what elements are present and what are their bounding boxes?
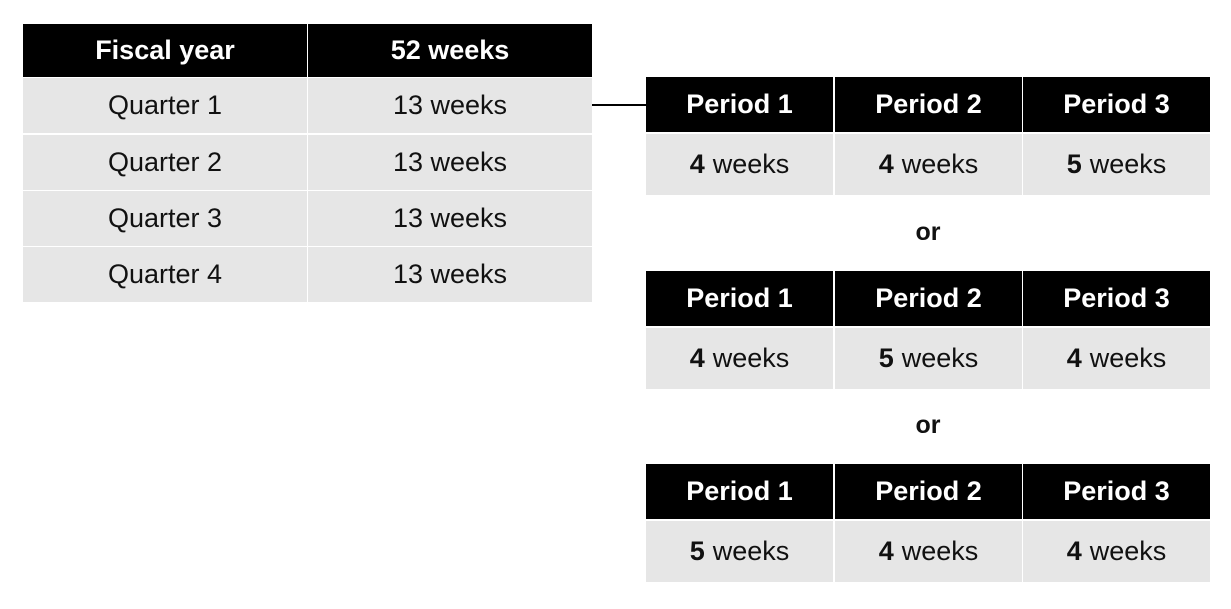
table-cell: 4 weeks (1023, 521, 1210, 582)
week-count: 5 (878, 343, 894, 373)
week-count: 4 (689, 149, 705, 179)
header-cell: Period 1 (646, 77, 833, 132)
unit: weeks (901, 536, 979, 566)
unit: weeks (1089, 343, 1167, 373)
unit: weeks (901, 343, 979, 373)
unit: weeks (712, 343, 790, 373)
table-cell: 4 weeks (835, 134, 1022, 195)
week-count: 4 (689, 343, 705, 373)
unit: weeks (1089, 536, 1167, 566)
table-cell: 4 weeks (646, 328, 833, 389)
table-cell: Quarter 4 (23, 247, 307, 302)
header-cell: Fiscal year (23, 24, 307, 77)
header-cell: 52 weeks (308, 24, 592, 77)
header-cell: Period 1 (646, 271, 833, 326)
unit: weeks (712, 536, 790, 566)
header-cell: Period 3 (1023, 77, 1210, 132)
table-cell: Quarter 1 (23, 78, 307, 133)
separator-label: or (915, 218, 941, 246)
unit: weeks (1089, 149, 1167, 179)
header-cell: Period 2 (835, 77, 1022, 132)
header-cell: Period 2 (835, 271, 1022, 326)
table-cell: 4 weeks (1023, 328, 1210, 389)
table-cell: 13 weeks (308, 135, 592, 190)
connector (592, 104, 646, 106)
table-cell: 5 weeks (835, 328, 1022, 389)
week-count: 5 (1066, 149, 1082, 179)
header-cell: Period 3 (1023, 464, 1210, 519)
table-cell: Quarter 3 (23, 191, 307, 246)
table-cell: 13 weeks (308, 78, 592, 133)
table-cell: 13 weeks (308, 191, 592, 246)
unit: weeks (901, 149, 979, 179)
table-cell: 4 weeks (835, 521, 1022, 582)
header-cell: Period 2 (835, 464, 1022, 519)
separator-label: or (915, 411, 941, 439)
unit: weeks (712, 149, 790, 179)
week-count: 4 (1066, 536, 1082, 566)
table-cell: 13 weeks (308, 247, 592, 302)
table-cell: 4 weeks (646, 134, 833, 195)
header-cell: Period 1 (646, 464, 833, 519)
week-count: 4 (1066, 343, 1082, 373)
week-count: 4 (878, 536, 894, 566)
week-count: 5 (689, 536, 705, 566)
week-count: 4 (878, 149, 894, 179)
table-cell: 5 weeks (1023, 134, 1210, 195)
table-cell: 5 weeks (646, 521, 833, 582)
table-cell: Quarter 2 (23, 135, 307, 190)
header-cell: Period 3 (1023, 271, 1210, 326)
